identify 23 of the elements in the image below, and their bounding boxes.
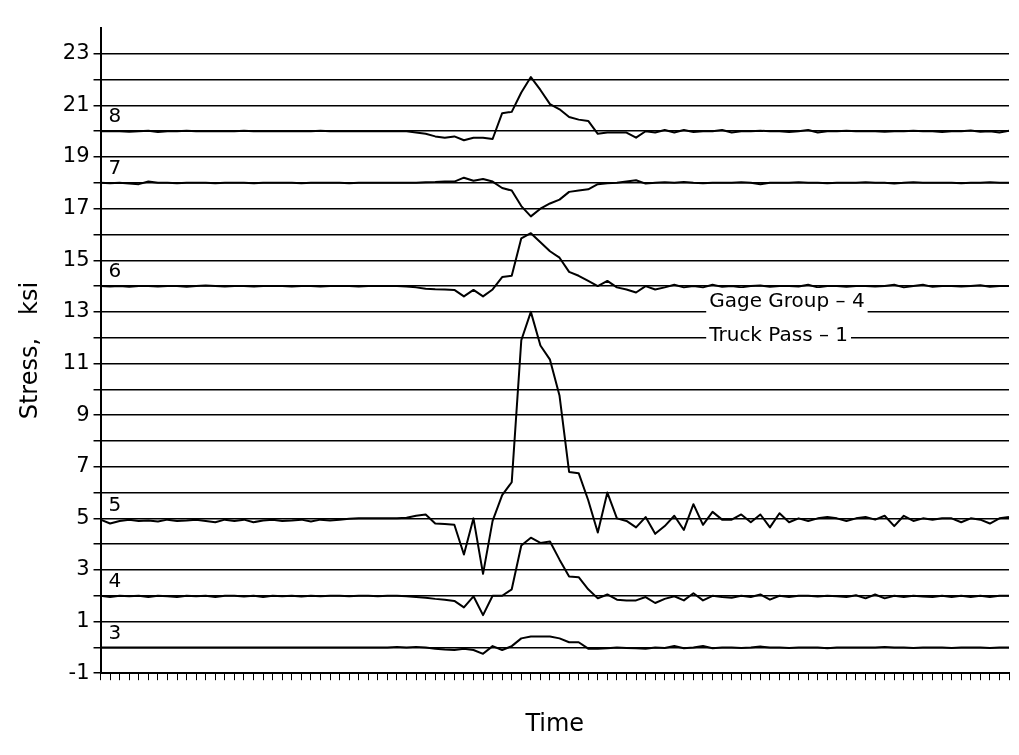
series-label: 6 xyxy=(108,258,122,283)
y-tick-label: 3 xyxy=(76,556,90,581)
y-tick-label: 15 xyxy=(62,246,90,271)
y-tick-label: 17 xyxy=(62,195,90,220)
y-axis-title: Stress, ksi xyxy=(14,281,43,420)
series-label: 3 xyxy=(108,619,122,644)
y-tick-label: 19 xyxy=(62,143,90,168)
y-tick-label: 11 xyxy=(62,349,90,374)
y-tick-label: 13 xyxy=(62,298,90,323)
series-label: 4 xyxy=(108,567,122,592)
y-tick-label: 21 xyxy=(62,91,90,116)
y-tick-label: -1 xyxy=(68,659,90,684)
y-tick-label: 5 xyxy=(76,504,90,529)
y-tick-label: 9 xyxy=(76,401,90,426)
annotation: Gage Group – 4 xyxy=(709,288,865,313)
series-label: 8 xyxy=(108,103,122,128)
x-axis-title: Time xyxy=(524,708,585,737)
y-tick-label: 7 xyxy=(76,453,90,478)
series-label: 7 xyxy=(108,155,122,180)
series-label: 5 xyxy=(108,491,122,516)
y-tick-label: 1 xyxy=(76,608,90,633)
y-tick-label: 23 xyxy=(62,40,90,65)
annotation: Truck Pass – 1 xyxy=(708,322,849,347)
